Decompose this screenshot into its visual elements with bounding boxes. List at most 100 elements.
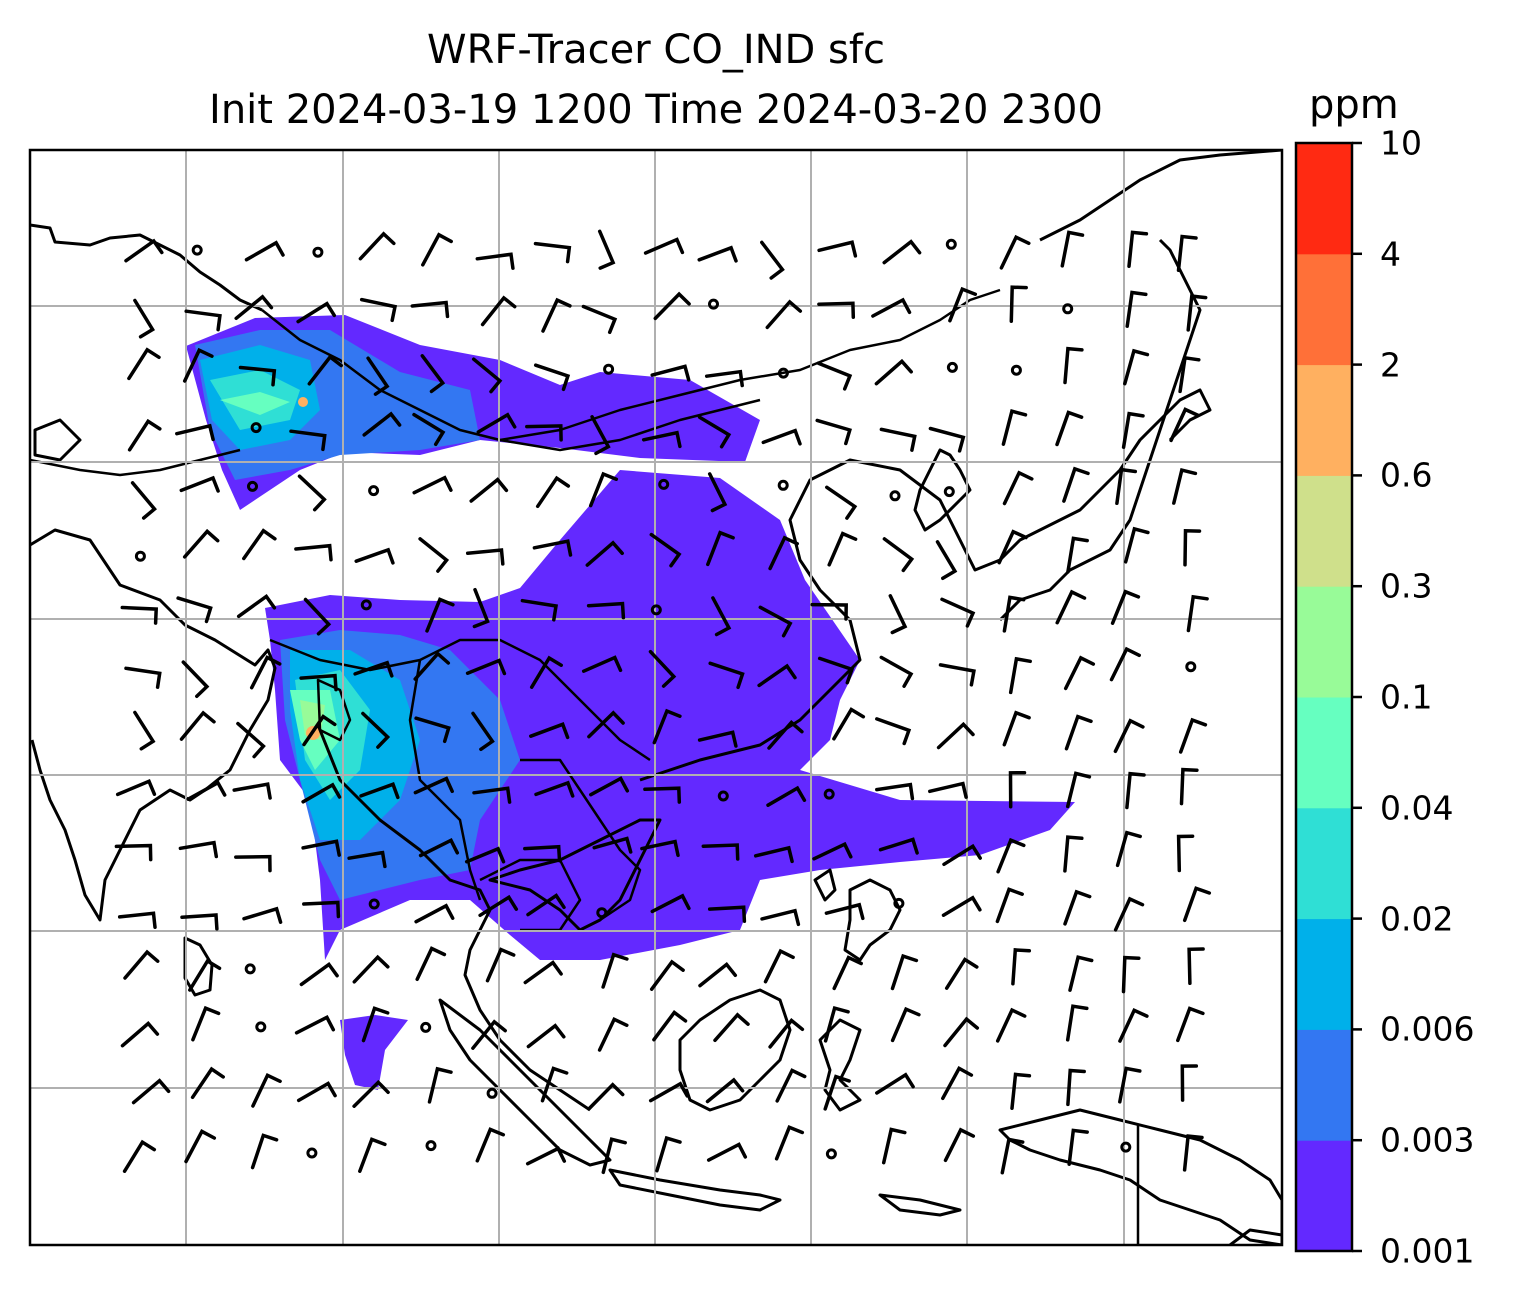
wind-barb <box>232 782 272 800</box>
wind-barb <box>1178 355 1201 394</box>
wind-barb <box>178 840 219 859</box>
wind-barb <box>529 722 570 740</box>
wind-barb <box>943 1127 976 1163</box>
wind-barb <box>650 364 691 382</box>
wind-barb <box>775 1068 807 1103</box>
wind-barb <box>418 837 460 858</box>
wind-barb <box>697 730 738 748</box>
coast-sumatra <box>438 998 612 1167</box>
colorbar <box>1296 141 1362 1253</box>
wind-barb <box>581 655 623 673</box>
wind-barb <box>413 651 451 681</box>
wind-barb <box>114 843 153 862</box>
calm-circles <box>134 238 1197 1160</box>
wind-barb <box>875 717 912 746</box>
wind-barb <box>1063 346 1084 385</box>
wind-barb <box>296 1081 337 1103</box>
calm-circle <box>777 367 789 379</box>
wind-barb <box>597 1016 629 1052</box>
calm-circle <box>255 1021 267 1033</box>
calm-circle <box>360 599 372 611</box>
wind-barb <box>472 786 512 804</box>
wind-barb <box>708 661 745 690</box>
wind-barb <box>133 710 156 751</box>
colorbar-segment <box>1296 1140 1352 1252</box>
wind-barb <box>478 894 519 918</box>
wind-barb <box>412 412 446 447</box>
wind-barb <box>124 666 162 689</box>
wind-barb <box>948 286 978 323</box>
wind-barb <box>352 954 390 984</box>
wind-barb <box>1176 834 1195 873</box>
wind-barb <box>1186 594 1209 633</box>
wind-barb <box>469 477 509 503</box>
wind-barb <box>1118 1007 1149 1043</box>
wind-barb <box>250 1133 279 1170</box>
wind-barb <box>302 900 341 919</box>
wind-barb <box>1002 710 1031 747</box>
wind-barb <box>935 540 958 581</box>
colorbar-tick-label: 0.001 <box>1380 1231 1475 1271</box>
wind-barb <box>640 839 680 858</box>
wind-barb <box>810 602 848 621</box>
wind-barb <box>817 301 856 319</box>
wind-barb <box>353 660 394 678</box>
shading-peak-2 <box>298 397 308 407</box>
wind-barb <box>485 947 516 983</box>
wind-barb <box>587 1082 625 1111</box>
calm-circle <box>889 490 901 502</box>
coast-india <box>30 528 277 922</box>
wind-barb <box>465 548 505 566</box>
wind-barb <box>763 948 795 984</box>
wind-barb <box>768 1018 805 1049</box>
wind-barb <box>465 658 507 676</box>
wind-barb <box>706 530 735 567</box>
coast-arabia-north <box>30 223 263 312</box>
wind-barb <box>540 1066 569 1103</box>
calm-circle <box>247 480 258 492</box>
calm-circle <box>1010 364 1022 376</box>
wind-barb <box>1062 466 1090 503</box>
wind-barb <box>1182 886 1212 923</box>
colorbar-tick-label: 0.3 <box>1380 566 1433 606</box>
wind-barb <box>249 655 282 690</box>
wind-barb <box>827 531 858 567</box>
wind-barb <box>928 426 966 453</box>
wind-barb <box>753 845 794 864</box>
map-frame <box>28 148 1284 1247</box>
wind-barb <box>1123 348 1150 386</box>
wind-barb <box>768 535 799 571</box>
wind-barb <box>1121 955 1141 994</box>
wind-barb <box>297 474 327 512</box>
wind-barb <box>761 428 802 446</box>
coast-java <box>608 1168 782 1212</box>
wind-barb <box>1067 1128 1089 1166</box>
coast-new-guinea <box>998 1108 1282 1245</box>
wind-barb <box>1063 655 1096 691</box>
calm-circle <box>250 422 262 434</box>
calm-circle <box>1062 303 1074 315</box>
calm-circle <box>486 1087 498 1099</box>
border-nepal-china <box>269 638 651 762</box>
border-china-mongolia <box>499 288 1001 442</box>
calm-circle <box>368 898 380 910</box>
wind-barb <box>541 297 572 333</box>
calm-circle <box>425 1140 437 1152</box>
wind-barb <box>1176 234 1198 273</box>
shading-southern-blob <box>340 1015 408 1090</box>
wind-barb <box>1001 409 1028 446</box>
wind-barb <box>410 300 450 319</box>
wind-barb <box>234 294 274 321</box>
wind-barb <box>701 843 740 861</box>
wind-barb <box>307 354 343 386</box>
wind-barb <box>301 782 342 804</box>
wind-barb <box>1063 889 1092 926</box>
wind-barb <box>1187 947 1205 986</box>
wind-barb <box>179 475 220 493</box>
wind-barb <box>358 231 396 261</box>
calm-circle <box>420 1021 432 1033</box>
wind-barb <box>875 782 915 801</box>
wind-barb <box>823 1074 851 1111</box>
border-myanmar <box>408 659 482 901</box>
